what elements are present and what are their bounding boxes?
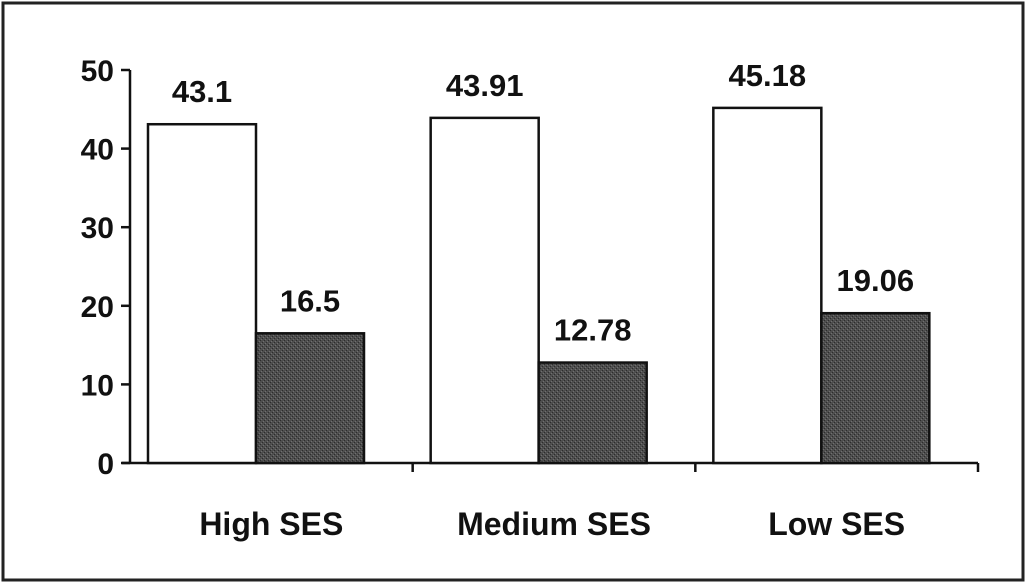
data-label: 43.1 <box>172 74 232 109</box>
category-label: Medium SES <box>457 506 651 542</box>
y-ticks: 0 10 20 30 40 50 <box>81 55 130 481</box>
data-label: 43.91 <box>446 68 524 103</box>
y-tick-label: 0 <box>97 448 114 481</box>
category-label: High SES <box>199 506 343 542</box>
x-ticks <box>411 463 980 472</box>
category-label: Low SES <box>768 506 905 542</box>
category-labels: High SES Medium SES Low SES <box>199 506 905 542</box>
data-label: 19.06 <box>837 263 915 298</box>
data-label: 16.5 <box>280 283 340 318</box>
bars <box>146 106 931 465</box>
y-tick-label: 10 <box>81 369 114 402</box>
y-tick-label: 50 <box>81 55 114 88</box>
bar-series-1-high-ses <box>146 122 258 465</box>
bar-series-1-low-ses <box>712 106 823 465</box>
data-label: 12.78 <box>554 313 632 348</box>
data-labels: 43.1 16.5 43.91 12.78 45.18 19.06 <box>172 58 914 348</box>
y-tick-label: 20 <box>81 291 114 324</box>
bar-series-1-medium-ses <box>429 116 540 465</box>
bar-series-2-high-ses <box>254 332 366 465</box>
y-tick-label: 40 <box>81 134 114 167</box>
y-tick-label: 30 <box>81 212 114 245</box>
data-label: 45.18 <box>729 58 807 93</box>
bar-series-2-low-ses <box>820 311 931 465</box>
bar-series-2-medium-ses <box>537 361 648 465</box>
